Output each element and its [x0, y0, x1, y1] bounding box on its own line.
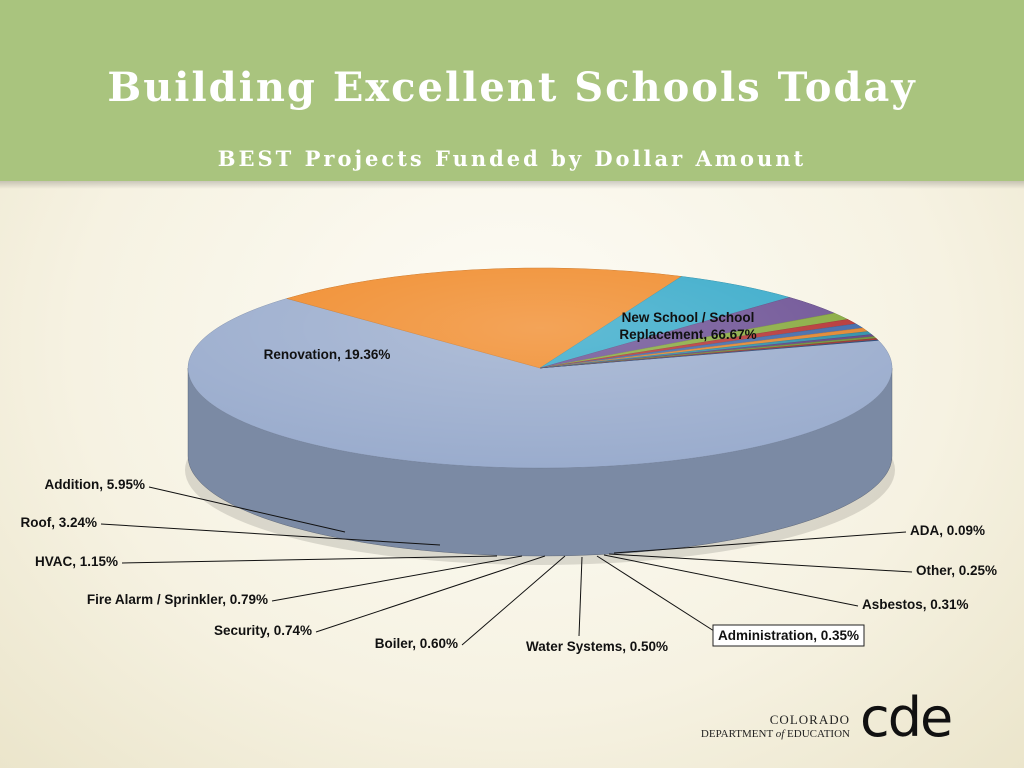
- leader-line-fire-alarm-sprinkler: [271, 555, 523, 602]
- pie-tops: [187, 267, 893, 469]
- cde-logo: COLORADO DEPARTMENT of EDUCATION cde: [690, 686, 1000, 754]
- label-box-administration: [712, 624, 865, 647]
- label-boiler: Boiler, 0.60%: [375, 636, 458, 651]
- label-water-systems: Water Systems, 0.50%: [526, 639, 668, 654]
- label-addition: Addition, 5.95%: [44, 477, 145, 492]
- label-administration: Administration, 0.35%: [718, 628, 859, 643]
- leader-line-other: [608, 553, 913, 573]
- label-hvac: HVAC, 1.15%: [35, 554, 118, 569]
- leader-line-hvac: [121, 555, 498, 564]
- leader-line-security: [315, 555, 546, 633]
- label-fire-alarm-sprinkler: Fire Alarm / Sprinkler, 0.79%: [87, 592, 268, 607]
- label-asbestos: Asbestos, 0.31%: [862, 597, 969, 612]
- logo-state-text: COLORADO: [769, 712, 850, 727]
- leader-line-boiler: [461, 555, 566, 646]
- slide-subtitle: BEST Projects Funded by Dollar Amount: [217, 146, 807, 171]
- label-security: Security, 0.74%: [214, 623, 312, 638]
- label-ada: ADA, 0.09%: [910, 523, 985, 538]
- leader-line-ada: [613, 531, 907, 554]
- slide-title: Building Excellent Schools Today: [107, 64, 917, 111]
- label-new-school-school-replacement: New School / School Replacement, 66.67%: [619, 310, 756, 342]
- leader-lines: [100, 486, 913, 646]
- leader-line-water-systems: [578, 556, 583, 637]
- title-banner: Building Excellent Schools Today BEST Pr…: [0, 0, 1024, 189]
- pie-highlight: [188, 268, 892, 468]
- logo-department-text: DEPARTMENT of EDUCATION: [700, 728, 850, 740]
- label-other: Other, 0.25%: [916, 563, 997, 578]
- label-roof: Roof, 3.24%: [20, 515, 97, 530]
- leader-line-administration: [596, 555, 715, 632]
- leader-line-asbestos: [603, 554, 859, 607]
- label-renovation: Renovation, 19.36%: [264, 347, 391, 362]
- logo-mark: cde: [860, 686, 953, 749]
- leader-line-roof: [100, 523, 441, 546]
- leader-line-addition: [148, 486, 346, 533]
- slice-labels: New School / School Replacement, 66.67% Re…: [20, 310, 997, 654]
